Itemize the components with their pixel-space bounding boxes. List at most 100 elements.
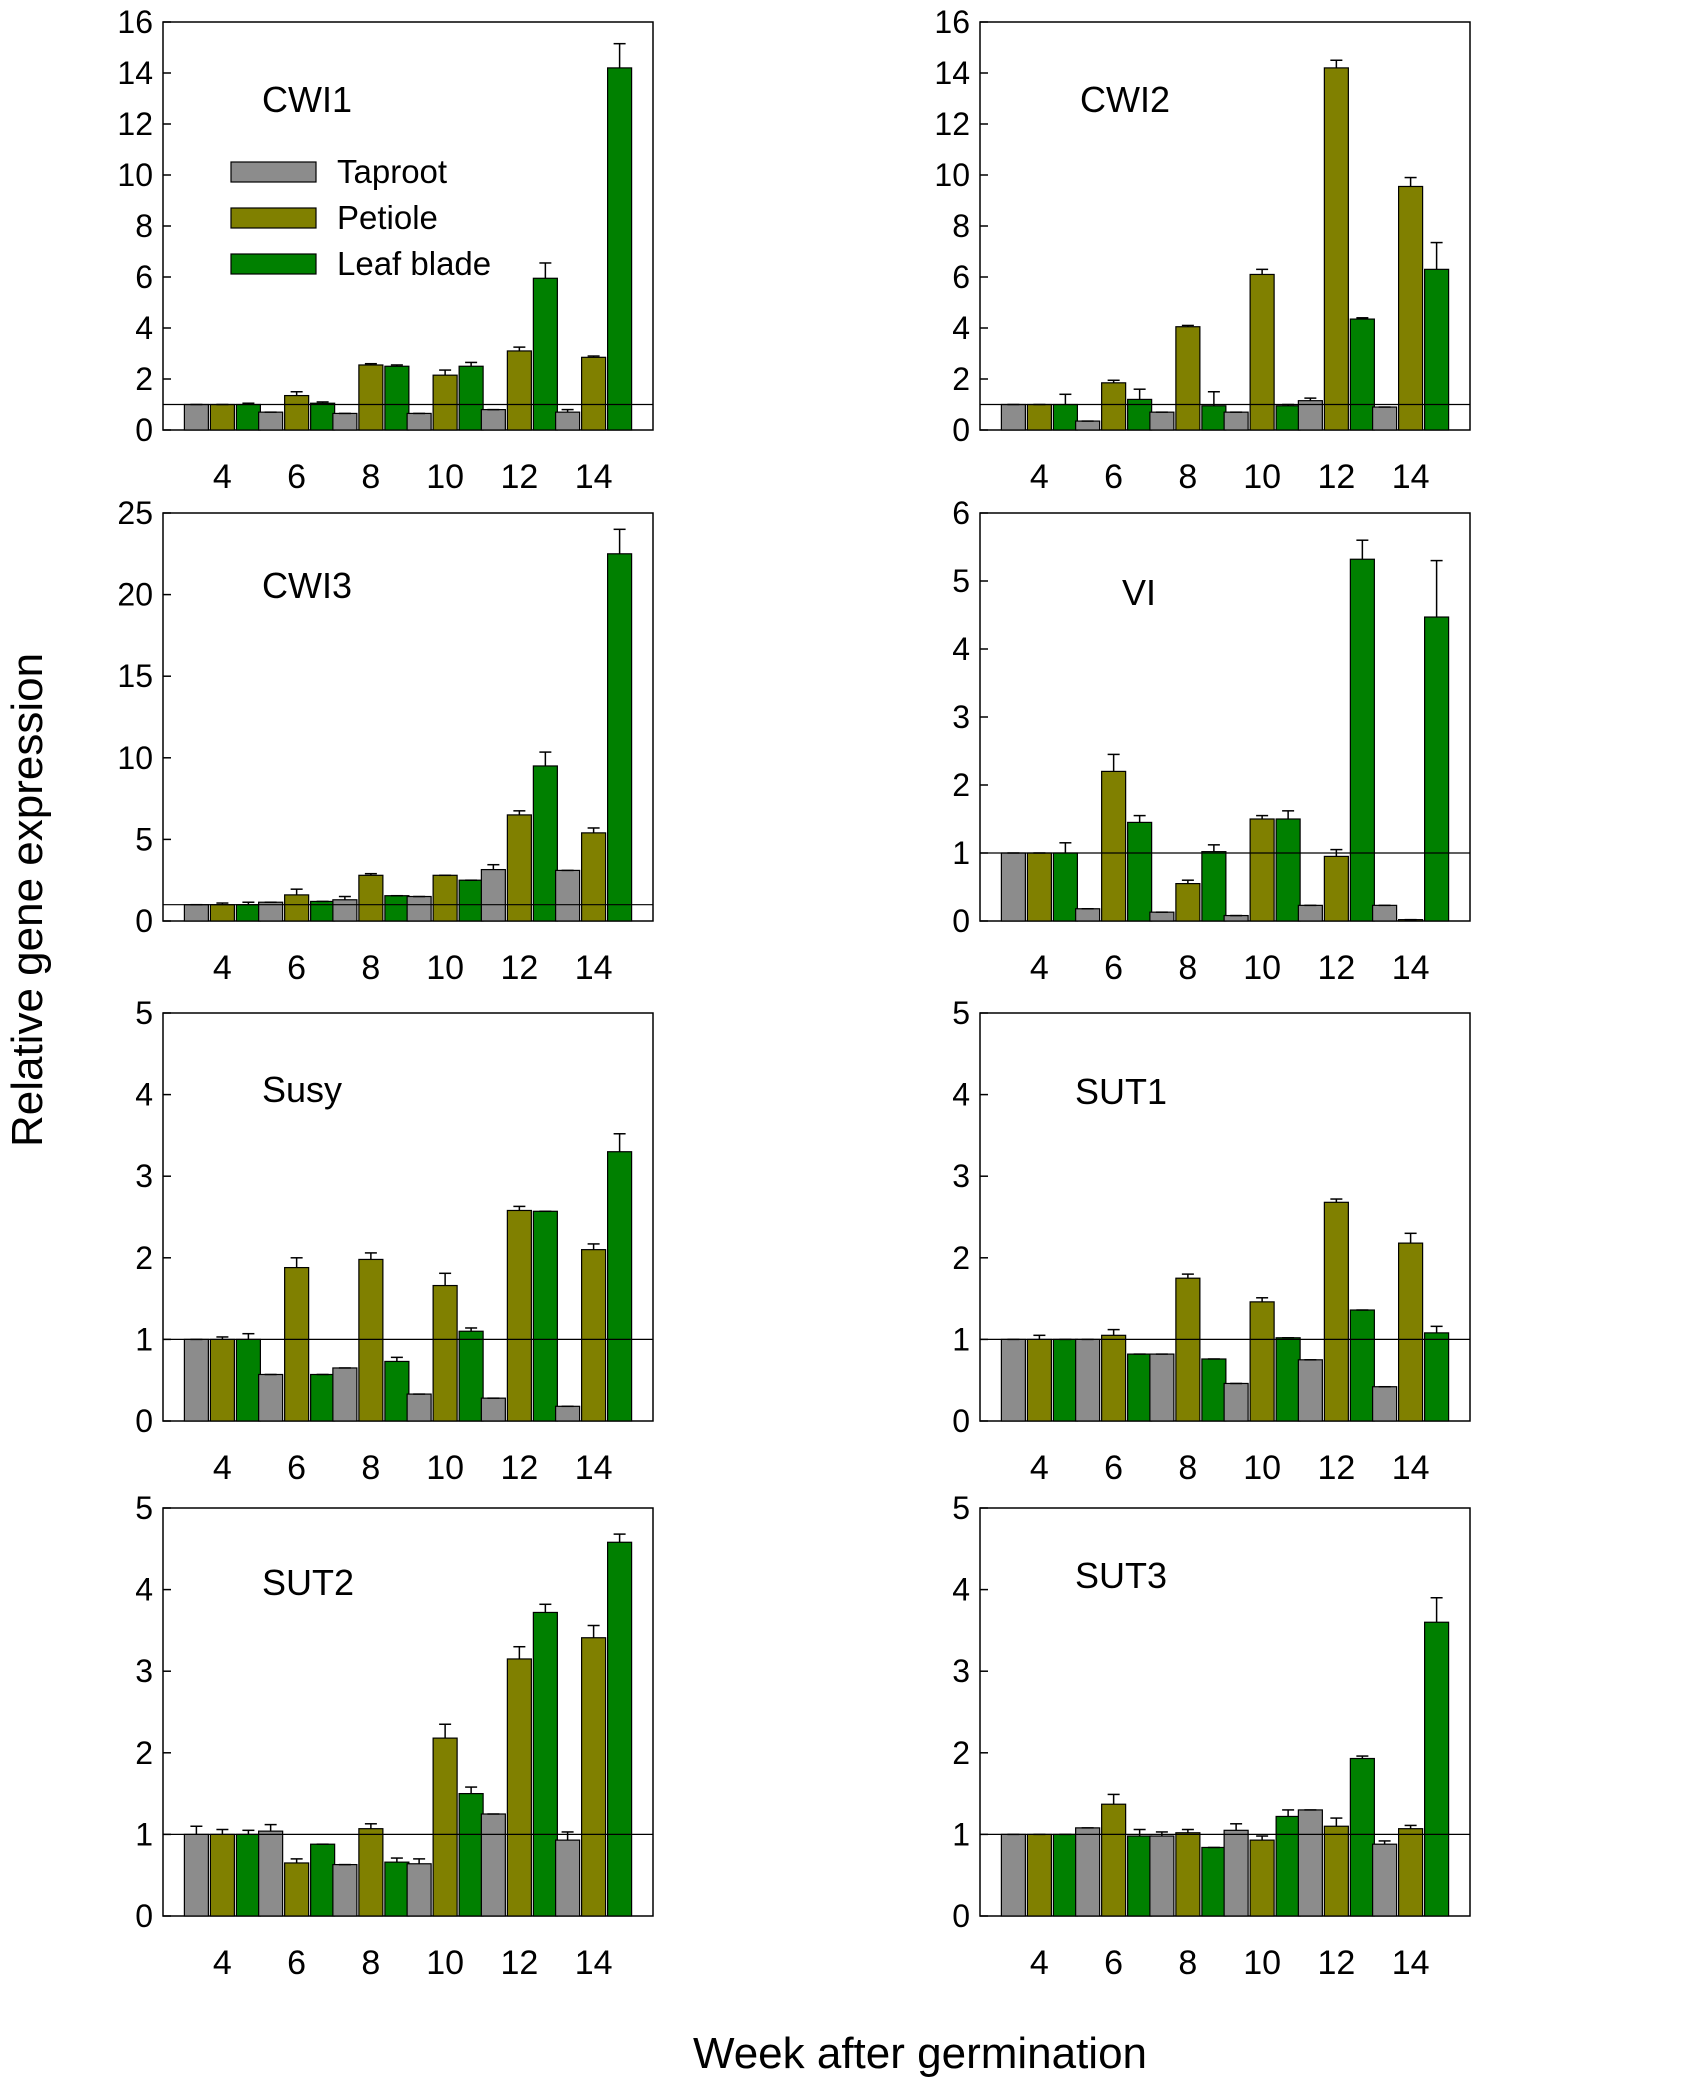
bar-taproot-week-12 — [480, 1813, 506, 1917]
bar-leaf-blade-week-12 — [1349, 1757, 1375, 1917]
bar-taproot-week-12 — [480, 868, 506, 922]
x-tick-label: 6 — [287, 1449, 306, 1487]
x-tick-label: 14 — [575, 949, 613, 987]
x-tick-label: 12 — [500, 949, 538, 987]
bar-petiole-week-4 — [209, 1338, 235, 1422]
bar-petiole-week-4 — [1026, 852, 1052, 922]
x-tick-label: 8 — [1178, 1944, 1197, 1982]
bar-taproot-week-14 — [1372, 904, 1398, 922]
x-tick-label: 12 — [1317, 949, 1355, 987]
bar-taproot-week-4 — [1000, 403, 1026, 431]
y-tick-label: 8 — [952, 208, 970, 244]
bar-leaf-blade-week-4 — [235, 1338, 261, 1422]
bar-taproot-week-4 — [183, 1338, 209, 1422]
y-tick-label: 2 — [135, 361, 153, 397]
x-tick-label: 12 — [1317, 1449, 1355, 1487]
y-tick-label: 12 — [117, 106, 153, 142]
y-tick-label: 1 — [135, 1816, 153, 1852]
x-tick-label: 14 — [1392, 949, 1430, 987]
x-tick-label: 10 — [426, 1944, 464, 1982]
bar-taproot-week-10 — [406, 1863, 432, 1917]
y-tick-label: 4 — [135, 1077, 153, 1113]
bar-leaf-blade-week-14 — [1424, 616, 1450, 922]
x-tick-label: 6 — [1104, 1449, 1123, 1487]
y-tick-label: 4 — [952, 631, 970, 667]
y-tick-label: 4 — [952, 1077, 970, 1113]
bar-taproot-week-4 — [1000, 1833, 1026, 1917]
bar-petiole-week-14 — [581, 356, 607, 431]
bar-petiole-week-6 — [284, 394, 310, 431]
bar-leaf-blade-week-8 — [384, 895, 410, 922]
bar-petiole-week-8 — [1175, 1277, 1201, 1422]
bar-petiole-week-8 — [1175, 1832, 1201, 1917]
bar-petiole-week-10 — [1249, 1839, 1275, 1917]
bar-leaf-blade-week-12 — [532, 277, 558, 431]
bar-taproot-week-6 — [1075, 1338, 1101, 1422]
y-tick-label: 1 — [135, 1321, 153, 1357]
bar-petiole-week-14 — [1398, 1828, 1424, 1917]
y-tick-label: 10 — [934, 157, 970, 193]
y-tick-label: 3 — [135, 1158, 153, 1194]
bar-petiole-week-10 — [432, 1737, 458, 1917]
bar-petiole-week-6 — [1101, 382, 1127, 431]
bar-leaf-blade-week-14 — [607, 1151, 633, 1422]
bar-petiole-week-4 — [209, 904, 235, 922]
plot-frame — [979, 21, 1471, 431]
x-tick-label: 6 — [287, 458, 306, 496]
bar-leaf-blade-week-4 — [1052, 403, 1078, 431]
plot-frame — [162, 512, 654, 922]
y-tick-label: 4 — [952, 1572, 970, 1608]
panel-title: CWI2 — [1080, 79, 1170, 120]
bar-taproot-week-8 — [332, 1367, 358, 1422]
bar-taproot-week-12 — [1297, 1809, 1323, 1917]
x-tick-label: 6 — [1104, 458, 1123, 496]
x-tick-label: 10 — [1243, 1449, 1281, 1487]
y-tick-label: 2 — [952, 1735, 970, 1771]
bar-leaf-blade-week-6 — [1127, 821, 1153, 922]
bar-petiole-week-10 — [432, 1284, 458, 1422]
bar-taproot-week-4 — [1000, 852, 1026, 922]
y-tick-label: 3 — [952, 1653, 970, 1689]
x-tick-label: 8 — [361, 1449, 380, 1487]
panel-title: Susy — [262, 1069, 342, 1110]
bar-leaf-blade-week-8 — [384, 1861, 410, 1917]
y-tick-label: 0 — [952, 903, 970, 939]
bar-taproot-week-14 — [555, 411, 581, 431]
bar-petiole-week-4 — [1026, 403, 1052, 431]
y-tick-label: 1 — [952, 1321, 970, 1357]
bar-petiole-week-14 — [1398, 185, 1424, 431]
panel-title: VI — [1122, 572, 1156, 613]
panel-title: CWI1 — [262, 79, 352, 120]
bar-petiole-week-14 — [581, 1637, 607, 1917]
legend-swatch-taproot — [230, 161, 317, 183]
bar-petiole-week-12 — [506, 814, 532, 922]
bar-petiole-week-4 — [209, 403, 235, 431]
y-tick-label: 15 — [117, 658, 153, 694]
bar-taproot-week-12 — [1297, 1359, 1323, 1422]
y-tick-label: 0 — [135, 903, 153, 939]
bar-petiole-week-12 — [506, 350, 532, 431]
bar-taproot-week-8 — [1149, 1353, 1175, 1422]
legend-label-taproot: Taproot — [337, 153, 447, 190]
bar-petiole-week-6 — [284, 1266, 310, 1422]
x-tick-label: 4 — [1030, 949, 1049, 987]
y-tick-label: 14 — [934, 55, 970, 91]
y-tick-label: 3 — [952, 1158, 970, 1194]
bar-petiole-week-12 — [506, 1209, 532, 1422]
y-axis-label: Relative gene expression — [3, 653, 52, 1147]
bar-taproot-week-10 — [1223, 1829, 1249, 1917]
y-tick-label: 2 — [952, 1240, 970, 1276]
bar-leaf-blade-week-8 — [384, 365, 410, 431]
x-tick-label: 10 — [1243, 458, 1281, 496]
bar-petiole-week-10 — [432, 874, 458, 922]
bar-taproot-week-14 — [1372, 406, 1398, 431]
bar-petiole-week-6 — [1101, 770, 1127, 922]
x-tick-label: 14 — [575, 1944, 613, 1982]
bar-taproot-week-4 — [1000, 1338, 1026, 1422]
x-tick-label: 12 — [1317, 458, 1355, 496]
bar-leaf-blade-week-14 — [607, 553, 633, 922]
bar-leaf-blade-week-12 — [532, 765, 558, 922]
bar-taproot-week-4 — [183, 1833, 209, 1917]
